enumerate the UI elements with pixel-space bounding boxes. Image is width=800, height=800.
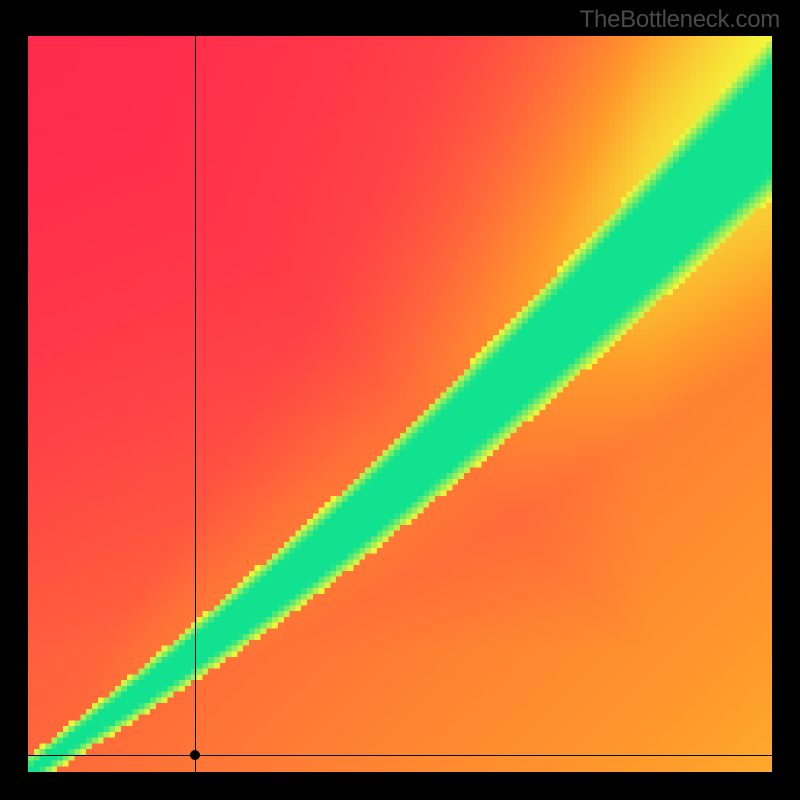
chart-container: TheBottleneck.com bbox=[0, 0, 800, 800]
heatmap-canvas bbox=[28, 36, 772, 772]
heatmap-plot bbox=[28, 36, 772, 772]
crosshair-horizontal bbox=[28, 755, 772, 756]
watermark-text: TheBottleneck.com bbox=[580, 6, 780, 34]
crosshair-vertical bbox=[195, 36, 196, 772]
